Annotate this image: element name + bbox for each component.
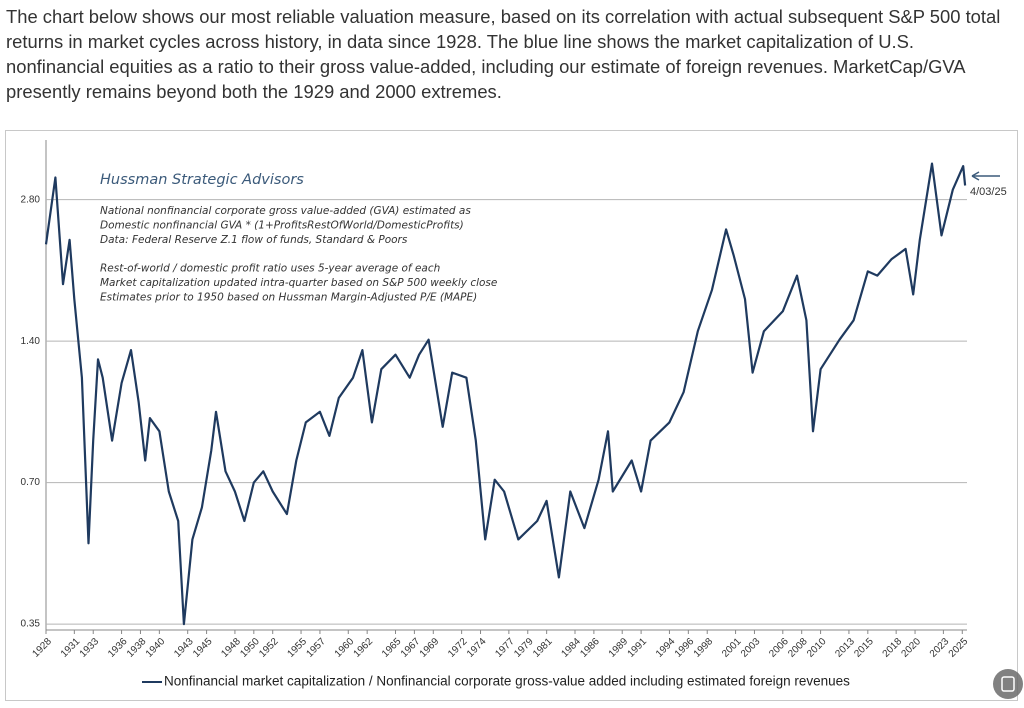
x-tick-label: 1965: [380, 636, 404, 660]
x-tick-label: 2008: [786, 636, 810, 660]
x-tick-label: 1928: [30, 636, 54, 660]
icon-glyph: [1001, 676, 1015, 692]
x-tick-label: 2020: [900, 636, 924, 660]
x-tick-label: 1945: [191, 636, 215, 660]
x-tick-label: 1984: [559, 636, 583, 660]
x-tick-label: 2013: [833, 636, 857, 660]
legend-label: Nonfinancial market capitalization / Non…: [164, 674, 850, 689]
x-tick-label: 1936: [106, 636, 130, 660]
x-tick-label: 1933: [78, 636, 102, 660]
x-tick-label: 1955: [286, 636, 310, 660]
x-tick-label: 1996: [673, 636, 697, 660]
x-tick-label: 1972: [446, 636, 470, 660]
x-tick-label: 2006: [767, 636, 791, 660]
x-tick-label: 2018: [881, 636, 905, 660]
note: Estimates prior to 1950 based on Hussman…: [100, 292, 477, 304]
x-tick-label: 2001: [720, 636, 744, 660]
floating-icon[interactable]: [993, 669, 1023, 699]
x-tick-label: 1952: [257, 636, 281, 660]
note: National nonfinancial corporate gross va…: [100, 205, 471, 217]
chart-title: Hussman Strategic Advisors: [100, 172, 304, 188]
annotation: 4/03/25: [970, 186, 1007, 198]
x-tick-label: 2003: [739, 636, 763, 660]
x-tick-label: 1974: [465, 636, 489, 660]
y-tick-label: 0.70: [21, 477, 41, 488]
x-tick-label: 1950: [238, 636, 262, 660]
y-tick-label: 2.80: [21, 194, 41, 205]
x-tick-label: 1998: [692, 636, 716, 660]
x-tick-label: 1967: [399, 636, 423, 660]
x-tick-label: 2015: [852, 636, 876, 660]
note: Data: Federal Reserve Z.1 flow of funds,…: [100, 234, 408, 246]
x-tick-label: 1938: [125, 636, 149, 660]
note: Domestic nonfinancial GVA * (1+ProfitsRe…: [100, 220, 464, 232]
chart-frame: [5, 130, 1018, 701]
data-line: [44, 162, 967, 626]
x-tick-label: 1957: [304, 636, 328, 660]
x-tick-label: 1981: [531, 636, 555, 660]
x-tick-label: 1977: [493, 636, 517, 660]
y-tick-label: 0.35: [21, 619, 41, 630]
x-tick-label: 1943: [172, 636, 196, 660]
x-tick-label: 1940: [144, 636, 168, 660]
x-tick-label: 1969: [418, 636, 442, 660]
x-tick-label: 1991: [626, 636, 650, 660]
note: Rest-of-world / domestic profit ratio us…: [100, 263, 440, 275]
x-tick-label: 2023: [928, 636, 952, 660]
annotation-arrowhead: [971, 171, 980, 181]
x-tick-label: 1948: [219, 636, 243, 660]
y-tick-label: 1.40: [21, 336, 41, 347]
x-tick-label: 1960: [333, 636, 357, 660]
x-tick-label: 1994: [654, 636, 678, 660]
x-tick-label: 2010: [805, 636, 829, 660]
x-tick-label: 1979: [512, 636, 536, 660]
x-tick-label: 1986: [578, 636, 602, 660]
note: Market capitalization updated intra-quar…: [100, 277, 497, 289]
x-tick-label: 1962: [352, 636, 376, 660]
x-tick-label: 1931: [59, 636, 83, 660]
x-tick-label: 2025: [947, 636, 971, 660]
intro-paragraph: The chart below shows our most reliable …: [6, 6, 1001, 102]
x-tick-label: 1989: [607, 636, 631, 660]
